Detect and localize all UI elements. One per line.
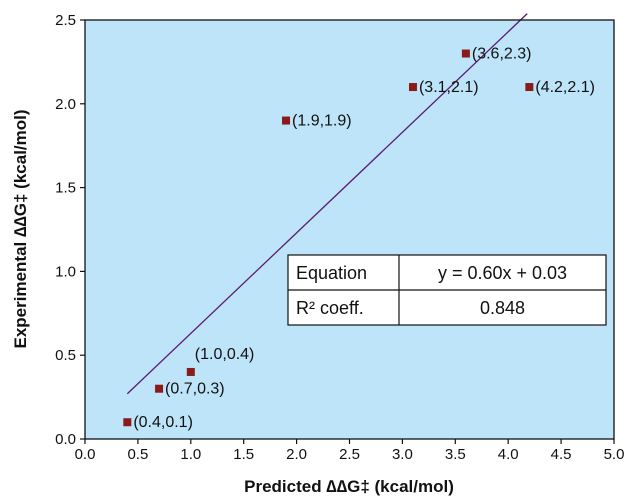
y-tick-label: 1.0 <box>55 263 76 280</box>
data-point <box>155 384 164 393</box>
stats-row-value: y = 0.60x + 0.03 <box>438 263 567 283</box>
y-tick-label: 2.5 <box>55 12 76 29</box>
fit-line <box>126 13 528 395</box>
y-axis-ticks: 0.0 0.5 1.0 1.5 2.0 2.5 <box>55 12 85 448</box>
y-tick-label: 2.0 <box>55 96 76 113</box>
data-point-label: (0.4,0.1) <box>133 414 193 431</box>
y-tick-label: 0.5 <box>55 347 76 364</box>
plot-frame <box>84 19 615 440</box>
stats-table: Equation y = 0.60x + 0.03 R² coeff. 0.848 <box>287 254 607 326</box>
y-tick-label: 1.5 <box>55 180 76 197</box>
data-point-label: (4.2,2.1) <box>535 79 595 96</box>
x-axis-title: Predicted ∆∆G‡ (kcal/mol) <box>244 477 454 496</box>
x-tick-label: 1.0 <box>180 446 201 463</box>
stats-row-name: R² coeff. <box>296 298 364 318</box>
x-tick-label: 2.5 <box>339 446 360 463</box>
data-point <box>525 83 534 92</box>
data-point <box>123 418 132 427</box>
x-tick-label: 4.0 <box>498 446 519 463</box>
data-point-label: (3.6,2.3) <box>472 46 532 63</box>
data-points: (0.4,0.1) (0.7,0.3) (1.0,0.4) (1.9,1.9) (3.1… <box>123 46 595 431</box>
x-tick-label: 0.5 <box>127 446 148 463</box>
data-point <box>408 83 417 92</box>
data-point <box>282 116 291 125</box>
data-point-label: (1.9,1.9) <box>292 113 352 130</box>
x-tick-label: 1.5 <box>233 446 254 463</box>
data-point-label: (3.1,2.1) <box>419 79 479 96</box>
x-tick-label: 3.0 <box>392 446 413 463</box>
data-point <box>461 49 470 58</box>
x-axis-ticks: 0.0 0.5 1.0 1.5 2.0 2.5 3.0 3.5 4.0 4.5 5.0 <box>75 439 625 463</box>
y-axis-title: Experimental ∆∆G‡ (kcal/mol) <box>11 109 30 348</box>
stats-row-value: 0.848 <box>480 298 525 318</box>
data-point-label: (1.0,0.4) <box>195 346 255 363</box>
y-tick-label: 0.0 <box>55 431 76 448</box>
x-tick-label: 2.0 <box>286 446 307 463</box>
x-tick-label: 5.0 <box>604 446 625 463</box>
x-tick-label: 0.0 <box>75 446 96 463</box>
data-point <box>186 367 195 376</box>
data-point-label: (0.7,0.3) <box>165 381 225 398</box>
stats-row-name: Equation <box>296 263 367 283</box>
x-tick-label: 4.5 <box>551 446 572 463</box>
x-tick-label: 3.5 <box>445 446 466 463</box>
